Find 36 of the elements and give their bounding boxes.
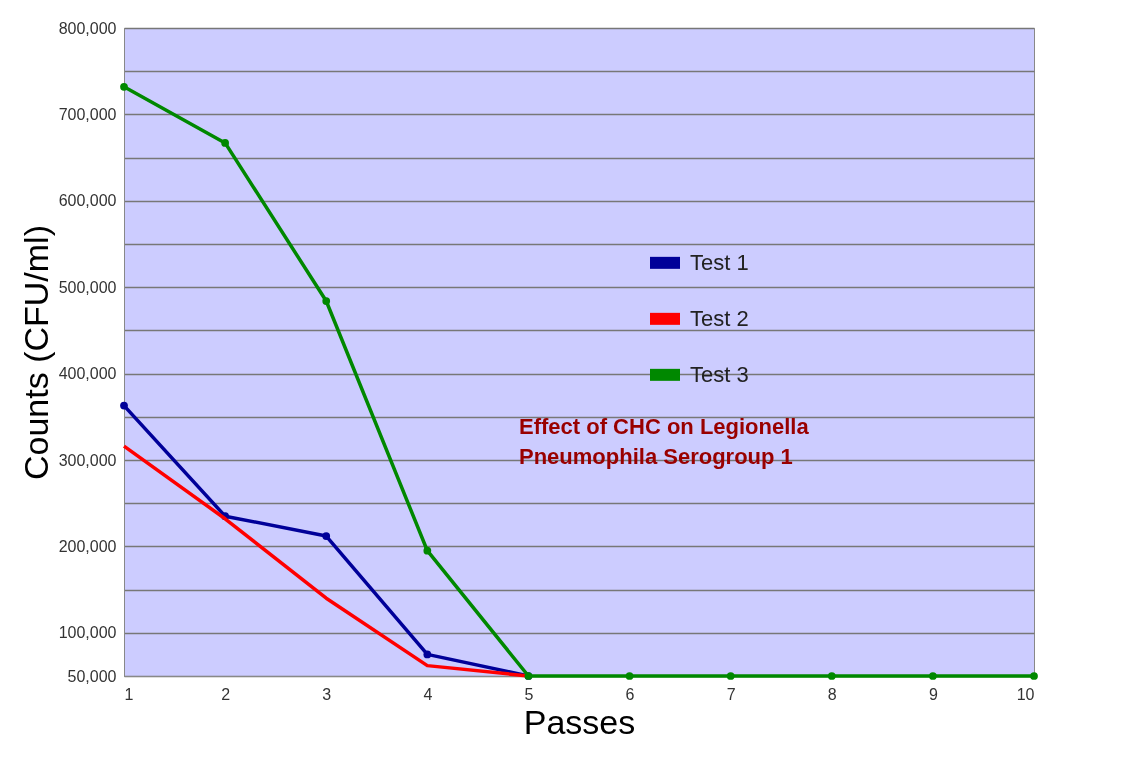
point [625, 672, 634, 680]
point [827, 672, 836, 680]
point [322, 297, 331, 305]
point [423, 650, 432, 659]
point [929, 672, 937, 680]
legend-label: Test 1 [690, 249, 749, 275]
x-tick-label: 2 [221, 685, 231, 703]
y-tick-label: 200,000 [58, 537, 117, 555]
point [120, 401, 128, 410]
legend-label: Test 2 [690, 305, 749, 331]
x-tick-label: 5 [524, 685, 534, 703]
point [322, 532, 331, 540]
x-tick-label: 3 [322, 685, 332, 703]
x-tick-label: 7 [726, 685, 736, 703]
y-tick-label: 700,000 [58, 105, 117, 123]
y-tick-label: 100,000 [58, 624, 117, 642]
y-tick-label: 600,000 [58, 192, 117, 210]
y-tick-label: 800,000 [58, 19, 117, 37]
annotation: Effect of CHC on Legionella Pneumophila Serogroup 1 [519, 413, 810, 469]
x-tick-label: 10 [1016, 685, 1035, 703]
point [221, 139, 229, 147]
y-tick-label: 500,000 [58, 278, 117, 296]
point [423, 546, 432, 555]
x-tick-label: 6 [625, 685, 635, 703]
point [1030, 672, 1038, 680]
x-axis-title: Passes [523, 702, 636, 741]
point [120, 82, 128, 91]
y-axis-title: Counts (CFU/ml) [16, 224, 55, 481]
point [726, 672, 735, 680]
y-tick-label: 50,000 [67, 667, 117, 685]
y-tick-label: 400,000 [58, 365, 117, 383]
x-tick-label: 8 [827, 685, 837, 703]
x-tick-label: 9 [928, 685, 938, 703]
x-tick-label: 1 [124, 685, 134, 703]
y-tick-label: 300,000 [58, 451, 117, 469]
x-tick-label: 4 [423, 685, 433, 703]
